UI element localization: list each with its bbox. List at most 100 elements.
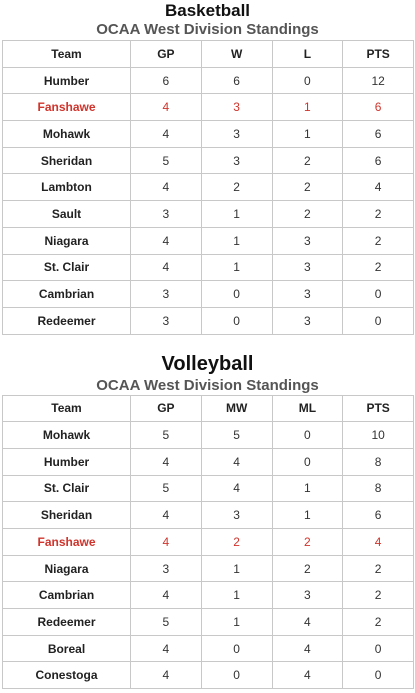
gp-cell: 4 <box>130 661 202 690</box>
l-cell: 3 <box>271 280 344 308</box>
basketball-title: Basketball <box>164 1 251 20</box>
basketball-section: Basketball OCAA West Division Standings … <box>0 0 415 335</box>
mw-cell: 2 <box>200 528 273 556</box>
mw-cell: 1 <box>200 554 273 583</box>
pts-cell: 8 <box>342 447 414 476</box>
team-name: Sheridan <box>2 501 131 529</box>
w-cell: 1 <box>200 226 273 255</box>
header-team: Team <box>2 40 131 68</box>
pts-cell: 10 <box>342 421 414 449</box>
pts-cell: 0 <box>342 280 414 308</box>
table-row: Redeemer 3 0 3 0 <box>2 306 414 335</box>
table-row: Conestoga 4 0 4 0 <box>2 661 414 690</box>
team-name: Niagara <box>2 226 131 255</box>
section-divider <box>0 335 415 347</box>
team-name: Sheridan <box>2 146 131 175</box>
table-row: Humber 4 4 0 8 <box>2 447 414 476</box>
table-row: Niagara 3 1 2 2 <box>2 554 414 583</box>
gp-cell: 4 <box>130 93 202 122</box>
pts-cell: 6 <box>342 501 414 529</box>
mw-cell: 1 <box>200 608 273 636</box>
header-pts: PTS <box>342 394 414 423</box>
w-cell: 6 <box>200 66 273 95</box>
header-ml: ML <box>271 394 344 423</box>
gp-cell: 3 <box>130 280 202 308</box>
team-name: St. Clair <box>2 474 131 503</box>
mw-cell: 4 <box>200 447 273 476</box>
pts-cell: 2 <box>342 581 414 610</box>
pts-cell: 0 <box>342 306 414 335</box>
team-name: Mohawk <box>2 421 131 449</box>
mw-cell: 3 <box>200 501 273 529</box>
mw-cell: 1 <box>200 581 273 610</box>
team-name: St. Clair <box>2 253 131 282</box>
team-name: Redeemer <box>2 608 131 636</box>
pts-cell: 12 <box>342 66 414 95</box>
table-row: St. Clair 5 4 1 8 <box>2 474 414 503</box>
gp-cell: 4 <box>130 173 202 202</box>
header-mw: MW <box>200 394 273 423</box>
team-name: Humber <box>2 447 131 476</box>
team-name: Redeemer <box>2 306 131 335</box>
pts-cell: 2 <box>342 253 414 282</box>
gp-cell: 4 <box>130 253 202 282</box>
l-cell: 2 <box>271 173 344 202</box>
ml-cell: 2 <box>271 528 344 556</box>
table-row: Sault 3 1 2 2 <box>2 200 414 228</box>
l-cell: 3 <box>271 253 344 282</box>
ml-cell: 1 <box>271 501 344 529</box>
basketball-rows: Humber 6 6 0 12 Fanshawe 4 3 1 6 Mohawk 4 3 1 6 Sher… <box>2 66 414 335</box>
gp-cell: 3 <box>130 554 202 583</box>
gp-cell: 5 <box>130 421 202 449</box>
table-row: Niagara 4 1 3 2 <box>2 226 414 255</box>
l-cell: 2 <box>271 200 344 228</box>
table-row: Cambrian 4 1 3 2 <box>2 581 414 610</box>
gp-cell: 4 <box>130 528 202 556</box>
basketball-standings-table: Team GP W L PTS Humber 6 6 0 12 Fanshawe 4 3 1 6… <box>2 40 414 335</box>
basketball-subtitle: OCAA West Division Standings <box>96 21 319 38</box>
header-gp: GP <box>130 394 202 423</box>
header-l: L <box>271 40 344 68</box>
w-cell: 0 <box>200 306 273 335</box>
l-cell: 3 <box>271 306 344 335</box>
pts-cell: 8 <box>342 474 414 503</box>
team-name: Sault <box>2 200 131 228</box>
pts-cell: 4 <box>342 173 414 202</box>
gp-cell: 4 <box>130 501 202 529</box>
header-w: W <box>200 40 273 68</box>
table-row-highlighted: Fanshawe 4 2 2 4 <box>2 528 414 556</box>
team-name: Mohawk <box>2 120 131 148</box>
ml-cell: 1 <box>271 474 344 503</box>
table-row: Redeemer 5 1 4 2 <box>2 608 414 636</box>
l-cell: 1 <box>271 120 344 148</box>
gp-cell: 4 <box>130 226 202 255</box>
pts-cell: 0 <box>342 661 414 690</box>
table-row: Lambton 4 2 2 4 <box>2 173 414 202</box>
w-cell: 2 <box>200 173 273 202</box>
gp-cell: 4 <box>130 634 202 663</box>
mw-cell: 0 <box>200 634 273 663</box>
table-row: Cambrian 3 0 3 0 <box>2 280 414 308</box>
volleyball-title: Volleyball <box>161 352 254 375</box>
mw-cell: 5 <box>200 421 273 449</box>
volleyball-rows: Mohawk 5 5 0 10 Humber 4 4 0 8 St. Clair 5 4 1 8 She… <box>2 421 414 690</box>
table-row: Mohawk 5 5 0 10 <box>2 421 414 449</box>
table-row-highlighted: Fanshawe 4 3 1 6 <box>2 93 414 122</box>
table-header-row: Team GP MW ML PTS <box>2 394 414 423</box>
ml-cell: 0 <box>271 421 344 449</box>
pts-cell: 6 <box>342 93 414 122</box>
table-row: Sheridan 4 3 1 6 <box>2 501 414 529</box>
ml-cell: 4 <box>271 608 344 636</box>
volleyball-standings-table: Team GP MW ML PTS Mohawk 5 5 0 10 Humber 4 4 0 8… <box>2 394 414 690</box>
table-row: Humber 6 6 0 12 <box>2 66 414 95</box>
pts-cell: 2 <box>342 554 414 583</box>
w-cell: 1 <box>200 200 273 228</box>
l-cell: 3 <box>271 226 344 255</box>
ml-cell: 4 <box>271 661 344 690</box>
gp-cell: 5 <box>130 608 202 636</box>
team-name: Fanshawe <box>2 528 131 556</box>
w-cell: 3 <box>200 146 273 175</box>
team-name: Cambrian <box>2 581 131 610</box>
pts-cell: 6 <box>342 146 414 175</box>
mw-cell: 0 <box>200 661 273 690</box>
